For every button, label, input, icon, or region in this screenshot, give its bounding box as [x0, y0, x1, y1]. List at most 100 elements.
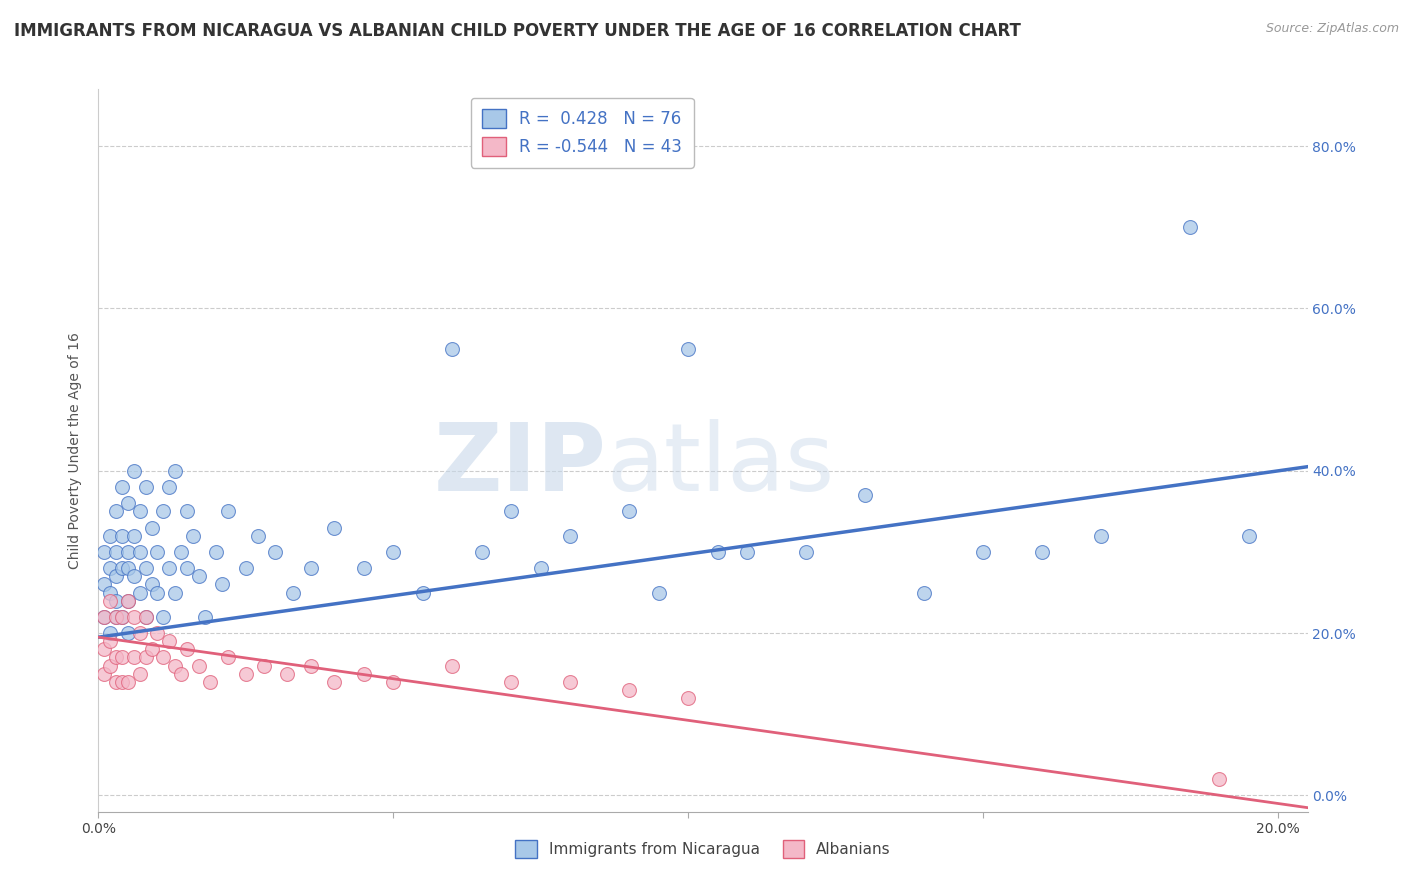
Point: [98, 529, 121, 543]
Point: [246, 529, 269, 543]
Point: [560, 529, 582, 543]
Point: [157, 480, 180, 494]
Point: [105, 610, 128, 624]
Point: [117, 496, 139, 510]
Point: [382, 674, 405, 689]
Point: [211, 577, 233, 591]
Point: [176, 504, 198, 518]
Point: [471, 545, 494, 559]
Point: [117, 561, 139, 575]
Point: [194, 610, 217, 624]
Point: [105, 545, 128, 559]
Point: [794, 545, 817, 559]
Point: [146, 585, 169, 599]
Point: [678, 691, 700, 706]
Point: [122, 650, 145, 665]
Point: [93, 610, 115, 624]
Point: [98, 561, 121, 575]
Point: [135, 561, 157, 575]
Point: [105, 593, 128, 607]
Point: [176, 561, 198, 575]
Point: [122, 529, 145, 543]
Point: [105, 504, 128, 518]
Point: [619, 682, 641, 697]
Point: [619, 504, 641, 518]
Point: [111, 610, 134, 624]
Text: Source: ZipAtlas.com: Source: ZipAtlas.com: [1265, 22, 1399, 36]
Point: [117, 626, 139, 640]
Point: [146, 545, 169, 559]
Point: [135, 610, 157, 624]
Point: [170, 666, 193, 681]
Point: [111, 610, 134, 624]
Point: [560, 674, 582, 689]
Point: [122, 464, 145, 478]
Point: [264, 545, 287, 559]
Point: [165, 464, 187, 478]
Point: [117, 593, 139, 607]
Point: [501, 674, 523, 689]
Point: [98, 626, 121, 640]
Point: [323, 674, 346, 689]
Point: [157, 634, 180, 648]
Point: [128, 626, 150, 640]
Point: [252, 658, 274, 673]
Point: [98, 593, 121, 607]
Point: [170, 545, 193, 559]
Point: [323, 520, 346, 534]
Point: [299, 561, 322, 575]
Point: [1178, 220, 1201, 235]
Point: [93, 610, 115, 624]
Point: [165, 658, 187, 673]
Point: [382, 545, 405, 559]
Point: [135, 650, 157, 665]
Point: [853, 488, 876, 502]
Point: [141, 642, 163, 657]
Point: [353, 561, 375, 575]
Point: [205, 545, 228, 559]
Point: [735, 545, 758, 559]
Point: [217, 504, 239, 518]
Point: [146, 626, 169, 640]
Point: [530, 561, 553, 575]
Point: [299, 658, 322, 673]
Point: [111, 674, 134, 689]
Point: [111, 650, 134, 665]
Point: [972, 545, 994, 559]
Point: [105, 650, 128, 665]
Text: IMMIGRANTS FROM NICARAGUA VS ALBANIAN CHILD POVERTY UNDER THE AGE OF 16 CORRELAT: IMMIGRANTS FROM NICARAGUA VS ALBANIAN CH…: [14, 22, 1021, 40]
Point: [235, 666, 257, 681]
Point: [1090, 529, 1112, 543]
Point: [165, 585, 187, 599]
Point: [135, 480, 157, 494]
Text: atlas: atlas: [606, 419, 835, 511]
Point: [105, 674, 128, 689]
Point: [276, 666, 298, 681]
Point: [678, 342, 700, 356]
Point: [117, 545, 139, 559]
Point: [135, 610, 157, 624]
Point: [117, 674, 139, 689]
Point: [441, 658, 464, 673]
Point: [157, 561, 180, 575]
Point: [176, 642, 198, 657]
Point: [111, 480, 134, 494]
Point: [187, 569, 209, 583]
Point: [187, 658, 209, 673]
Point: [128, 545, 150, 559]
Point: [98, 585, 121, 599]
Point: [128, 504, 150, 518]
Point: [117, 593, 139, 607]
Point: [93, 666, 115, 681]
Point: [93, 642, 115, 657]
Point: [181, 529, 204, 543]
Point: [128, 585, 150, 599]
Point: [128, 666, 150, 681]
Point: [122, 610, 145, 624]
Point: [217, 650, 239, 665]
Point: [152, 610, 174, 624]
Point: [141, 520, 163, 534]
Point: [706, 545, 728, 559]
Point: [281, 585, 304, 599]
Point: [93, 577, 115, 591]
